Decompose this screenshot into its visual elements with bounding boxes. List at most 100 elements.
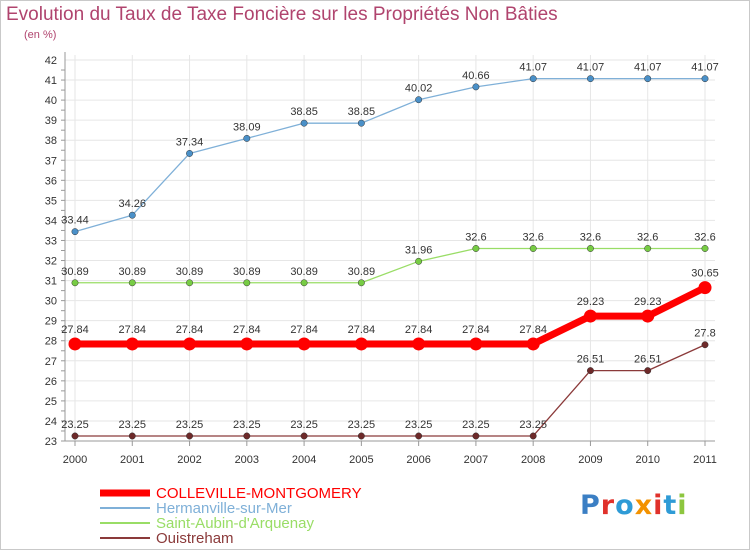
data-label: 27.84	[176, 324, 204, 336]
y-tick-label: 36	[45, 175, 57, 187]
proxiti-logo: Proxiti	[580, 490, 688, 521]
data-label: 30.89	[119, 266, 147, 278]
data-point	[243, 279, 251, 287]
data-labels: 33.44 34.26 37.34 38.09 38.85 38.85 40.02 40.66…	[61, 62, 719, 431]
data-label: 30.89	[176, 266, 204, 278]
data-point	[415, 96, 423, 104]
legend: COLLEVILLE-MONTGOMERYHermanville-sur-Mer…	[100, 485, 362, 547]
data-point	[186, 279, 193, 287]
data-point	[300, 432, 308, 440]
data-label: 27.84	[405, 324, 433, 336]
legend-label: Hermanville-sur-Mer	[156, 500, 292, 517]
data-point	[128, 432, 136, 440]
series-line	[74, 344, 706, 437]
logo-letter: i	[677, 490, 688, 521]
legend-label: Ouistreham	[156, 530, 234, 547]
y-tick-label: 32	[45, 256, 57, 268]
y-tick-label: 35	[45, 195, 57, 207]
x-tick-label: 2006	[406, 454, 430, 466]
data-label: 30.89	[61, 266, 89, 278]
data-point	[472, 432, 480, 440]
data-label: 23.25	[405, 419, 433, 431]
data-point	[529, 432, 537, 440]
data-label: 37.34	[176, 136, 204, 148]
data-point	[357, 279, 365, 287]
data-point	[472, 245, 480, 252]
data-point	[128, 279, 136, 287]
data-point	[71, 228, 79, 236]
data-label: 32.6	[637, 231, 658, 243]
x-tick-label: 2000	[63, 454, 87, 466]
data-point	[183, 337, 197, 351]
y-tick-label: 40	[45, 95, 57, 107]
data-label: 23.25	[348, 419, 376, 431]
data-point	[644, 75, 652, 83]
y-tick-label: 24	[45, 416, 57, 428]
x-tick-label: 2002	[177, 454, 201, 466]
x-tick-label: 2004	[292, 454, 316, 466]
y-tick-label: 27	[45, 356, 57, 368]
y-tick-label: 30	[45, 296, 57, 308]
data-label: 29.23	[577, 296, 605, 308]
data-label: 27.8	[694, 328, 715, 340]
data-label: 41.07	[634, 62, 662, 74]
data-point	[186, 149, 193, 157]
data-label: 32.6	[580, 231, 601, 243]
x-tick-label: 2001	[120, 454, 144, 466]
data-label: 23.25	[61, 419, 89, 431]
data-point	[641, 309, 655, 323]
chart-title: Evolution du Taux de Taxe Foncière sur l…	[6, 4, 558, 25]
data-point	[186, 432, 193, 440]
data-point	[125, 337, 139, 351]
data-point	[587, 75, 594, 83]
series-0	[68, 281, 712, 351]
data-label: 23.25	[233, 419, 261, 431]
y-tick-label: 28	[45, 336, 57, 348]
x-tick-label: 2008	[521, 454, 545, 466]
data-point	[701, 245, 709, 252]
data-point	[529, 245, 537, 252]
data-label: 27.84	[462, 324, 490, 336]
data-point	[243, 134, 251, 142]
y-tick-label: 26	[45, 376, 57, 388]
data-label: 27.84	[119, 324, 147, 336]
series-line	[71, 284, 709, 348]
logo-letter: t	[663, 490, 678, 521]
data-label: 30.89	[290, 266, 318, 278]
data-point	[412, 337, 426, 351]
data-point	[644, 245, 652, 252]
series-line	[74, 77, 706, 233]
series-1	[71, 75, 709, 236]
data-point	[701, 75, 709, 83]
grid	[65, 55, 715, 442]
data-label: 23.25	[519, 419, 547, 431]
data-label: 29.23	[634, 296, 662, 308]
data-label: 27.84	[519, 324, 547, 336]
data-point	[587, 245, 594, 252]
logo-letter: x	[634, 490, 654, 521]
y-tick-label: 31	[45, 276, 57, 288]
data-point	[415, 432, 423, 440]
series	[68, 75, 712, 440]
data-label: 23.25	[119, 419, 147, 431]
data-point	[587, 367, 594, 375]
series-3	[71, 341, 709, 440]
data-label: 27.84	[290, 324, 318, 336]
data-label: 23.25	[290, 419, 318, 431]
data-point	[472, 83, 480, 91]
y-tick-label: 23	[45, 436, 57, 448]
data-point	[300, 279, 308, 287]
data-point	[526, 337, 540, 351]
x-tick-label: 2005	[349, 454, 373, 466]
data-point	[583, 309, 597, 323]
data-point	[300, 119, 308, 127]
data-point	[71, 432, 79, 440]
y-tick-label: 34	[45, 215, 57, 227]
data-label: 30.65	[691, 268, 719, 280]
data-label: 26.51	[634, 354, 662, 366]
y-tick-label: 39	[45, 115, 57, 127]
data-point	[243, 432, 251, 440]
data-label: 38.09	[233, 121, 261, 133]
